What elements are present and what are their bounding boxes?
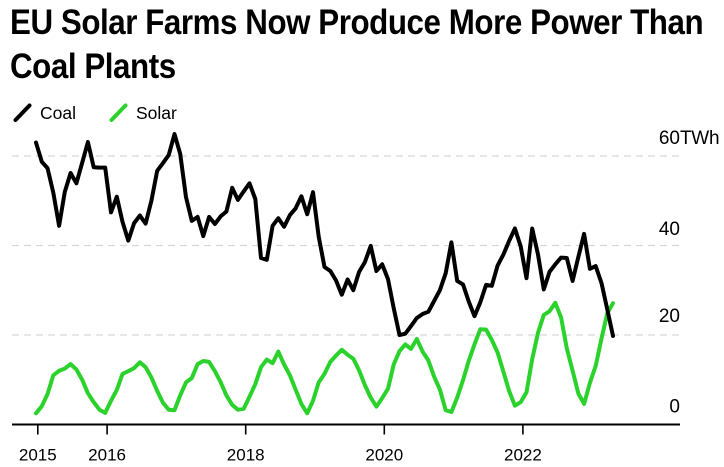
svg-text:Coal: Coal bbox=[40, 103, 76, 123]
svg-text:20: 20 bbox=[659, 306, 680, 327]
svg-text:40: 40 bbox=[659, 219, 680, 240]
svg-text:2020: 2020 bbox=[365, 446, 403, 465]
svg-text:TWh: TWh bbox=[680, 128, 719, 149]
svg-text:2018: 2018 bbox=[227, 446, 265, 465]
svg-text:2015: 2015 bbox=[19, 446, 57, 465]
svg-text:2016: 2016 bbox=[88, 446, 126, 465]
svg-text:Solar: Solar bbox=[136, 103, 177, 123]
svg-text:2022: 2022 bbox=[504, 446, 542, 465]
svg-text:0: 0 bbox=[669, 397, 680, 418]
svg-text:60: 60 bbox=[659, 128, 680, 149]
